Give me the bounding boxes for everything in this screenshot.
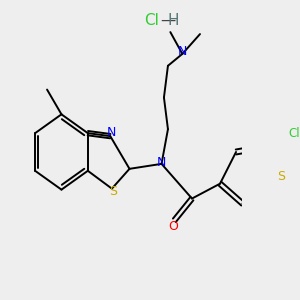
Text: S: S: [277, 170, 285, 183]
Text: —: —: [160, 13, 175, 28]
Text: S: S: [109, 185, 117, 198]
Text: N: N: [178, 45, 187, 58]
Text: N: N: [107, 126, 117, 139]
Text: N: N: [157, 156, 166, 170]
Text: Cl: Cl: [289, 127, 300, 140]
Text: H: H: [167, 13, 179, 28]
Text: O: O: [168, 220, 178, 233]
Text: Cl: Cl: [144, 13, 159, 28]
